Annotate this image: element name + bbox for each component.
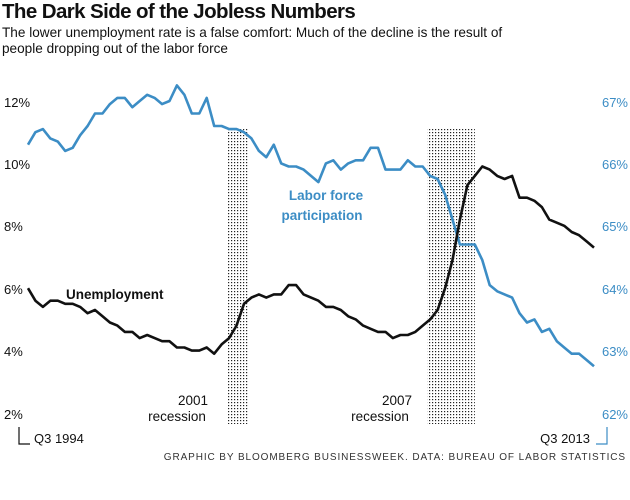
x-axis-end-label: Q3 2013 xyxy=(540,431,590,446)
participation-series-label-line2: participation xyxy=(281,208,362,223)
right-tick-65: 65% xyxy=(602,219,628,234)
recession-shading-group xyxy=(227,128,475,424)
unemployment-series-label: Unemployment xyxy=(66,287,164,302)
recession-2007-year: 2007 xyxy=(382,393,412,408)
left-tick-12: 12% xyxy=(4,95,30,110)
x-axis-start-label: Q3 1994 xyxy=(34,431,84,446)
unemployment-series-line xyxy=(26,165,595,355)
participation-series-line xyxy=(26,84,595,368)
right-axis: 67% 66% 65% 64% 63% 62% xyxy=(602,95,628,422)
right-tick-62: 62% xyxy=(602,407,628,422)
chart-title: The Dark Side of the Jobless Numbers xyxy=(2,0,356,23)
right-tick-63: 63% xyxy=(602,344,628,359)
left-tick-8: 8% xyxy=(4,219,23,234)
chart-subtitle: The lower unemployment rate is a false c… xyxy=(2,25,503,56)
left-tick-4: 4% xyxy=(4,344,23,359)
x-axis-start-bracket xyxy=(18,427,30,445)
right-tick-64: 64% xyxy=(602,282,628,297)
right-tick-66: 66% xyxy=(602,157,628,172)
left-tick-2: 2% xyxy=(4,407,23,422)
left-tick-6: 6% xyxy=(4,282,23,297)
left-axis: 12% 10% 8% 6% 4% 2% xyxy=(4,95,30,422)
right-tick-67: 67% xyxy=(602,95,628,110)
recession-2001-year: 2001 xyxy=(178,393,208,408)
recession-shading-2007 xyxy=(427,128,475,424)
recession-2001-word: recession xyxy=(148,409,206,424)
recession-2007-word: recession xyxy=(351,409,409,424)
recession-shading-2001 xyxy=(227,128,249,424)
source-credit: GRAPHIC BY BLOOMBERG BUSINESSWEEK. DATA:… xyxy=(163,452,626,463)
x-axis-end-bracket xyxy=(596,427,608,445)
participation-series-label-line1: Labor force xyxy=(289,188,364,203)
left-tick-10: 10% xyxy=(4,157,30,172)
